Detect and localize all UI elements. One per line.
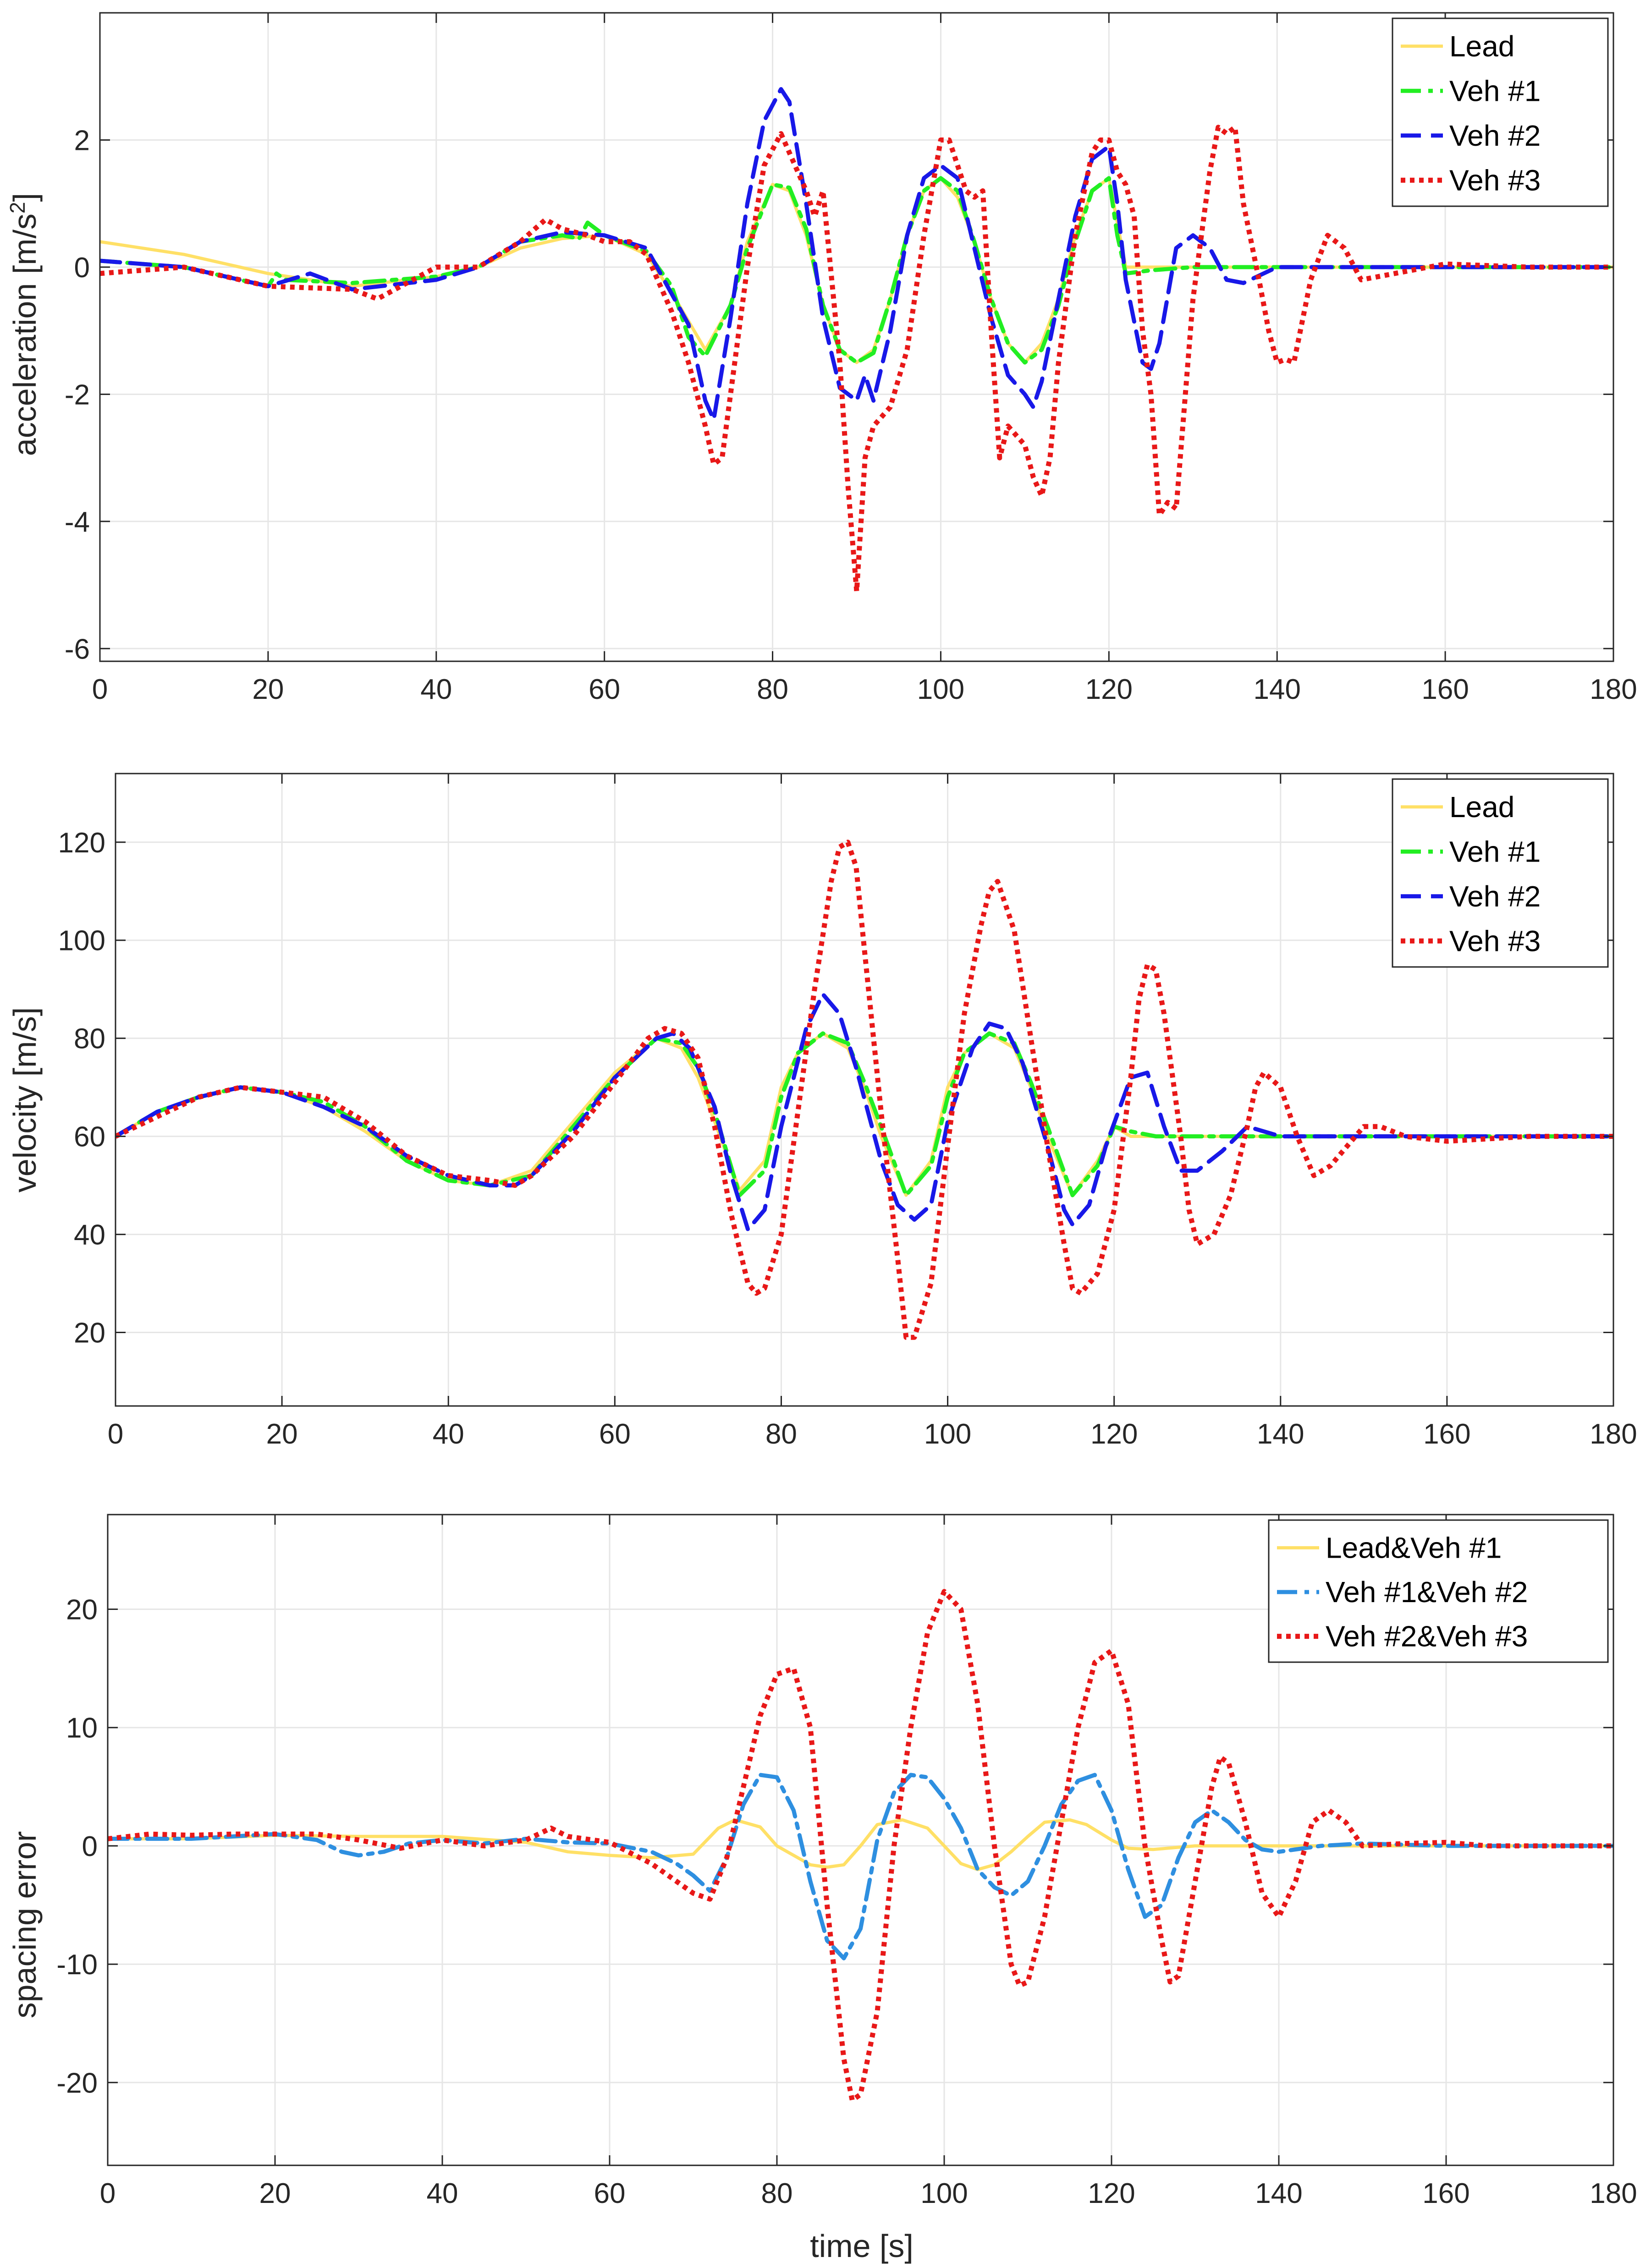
x-tick-label: 100 <box>924 1418 971 1450</box>
y-axis-label-velocity: velocity [m/s] <box>7 1007 43 1193</box>
series-line-veh-2 <box>100 87 1613 422</box>
y-tick-label: 0 <box>74 252 90 284</box>
x-tick-label: 80 <box>765 1418 797 1450</box>
x-tick-label: 160 <box>1423 1418 1470 1450</box>
y-tick-label: 60 <box>74 1121 105 1153</box>
x-tick-label: 80 <box>761 2178 793 2209</box>
series-line-veh-1-veh-2 <box>108 1773 1613 1960</box>
y-tick-label: -2 <box>65 379 90 411</box>
y-tick-label: 0 <box>82 1831 98 1862</box>
y-tick-label: 80 <box>74 1023 105 1055</box>
plot-area <box>100 13 1613 661</box>
axes-frame <box>115 773 1614 1407</box>
series-group <box>116 840 1613 1340</box>
y-tick-label: 20 <box>74 1318 105 1349</box>
x-tick-label: 160 <box>1422 2178 1469 2209</box>
legend-label: Veh #3 <box>1449 924 1541 957</box>
y-tick-label: 10 <box>66 1713 98 1744</box>
legend-label: Lead <box>1449 30 1514 63</box>
legend-label: Veh #2&Veh #3 <box>1326 1620 1528 1653</box>
legend-label: Veh #3 <box>1449 164 1541 197</box>
y-axis-label-acceleration: acceleration [m/s2] <box>6 193 43 456</box>
x-tick-label: 180 <box>1590 2178 1637 2209</box>
series-line-veh-3 <box>100 125 1613 594</box>
x-tick-label: 160 <box>1421 674 1469 705</box>
x-tick-label: 20 <box>266 1418 298 1450</box>
x-tick-label: 20 <box>259 2178 291 2209</box>
chart-panel-1: 0 20 40 60 80 100 120 140 160 180 -6 -4 -2 0 2 Lead Veh … <box>65 12 1637 705</box>
x-tick-label: 60 <box>589 674 620 705</box>
y-tick-label: -6 <box>65 633 90 665</box>
x-tick-label: 180 <box>1590 674 1637 705</box>
chart-panel-3: 0 20 40 60 80 100 120 140 160 180 -20 -10 0 10 20 Lead&… <box>56 1514 1637 2209</box>
y-tick-label: -4 <box>65 506 90 538</box>
y-tick-label: -10 <box>56 1949 98 1981</box>
series-group <box>108 1589 1613 2103</box>
x-tick-label: 40 <box>420 674 452 705</box>
legend-label: Veh #1 <box>1449 835 1541 868</box>
x-tick-label: 100 <box>920 2178 968 2209</box>
axes-frame <box>107 1514 1614 2166</box>
y-tick-label: 120 <box>58 827 105 859</box>
legend-label: Veh #1 <box>1449 74 1541 107</box>
x-tick-label: 100 <box>917 674 964 705</box>
x-tick-label: 0 <box>92 674 108 705</box>
series-line-veh-1 <box>116 1031 1613 1197</box>
y-axis-label-spacing-error: spacing error <box>7 1831 43 2019</box>
x-tick-label: 60 <box>594 2178 626 2209</box>
x-tick-label: 60 <box>599 1418 631 1450</box>
series-line-veh-2 <box>116 992 1613 1232</box>
y-tick-label: 2 <box>74 125 90 156</box>
legend: Lead Veh #1 Veh #2 Veh #3 <box>1392 17 1609 207</box>
legend: Lead&Veh #1 Veh #1&Veh #2 Veh #2&Veh #3 <box>1268 1519 1609 1663</box>
x-tick-label: 140 <box>1255 2178 1302 2209</box>
x-tick-label: 40 <box>433 1418 464 1450</box>
series-group <box>100 87 1613 594</box>
chart-panel-2: 0 20 40 60 80 100 120 140 160 180 20 40 60 80 100 120 Le… <box>58 773 1637 1450</box>
legend-label: Veh #2 <box>1449 880 1541 913</box>
x-tick-label: 140 <box>1257 1418 1304 1450</box>
legend-box <box>1268 1519 1609 1663</box>
x-tick-label: 140 <box>1253 674 1300 705</box>
legend-label: Veh #2 <box>1449 119 1541 152</box>
legend-label: Veh #1&Veh #2 <box>1326 1576 1528 1609</box>
series-line-lead-veh-1 <box>108 1818 1613 1871</box>
legend: Lead Veh #1 Veh #2 Veh #3 <box>1392 778 1609 968</box>
x-tick-label: 40 <box>427 2178 458 2209</box>
legend-box <box>1392 778 1609 968</box>
series-line-veh-2-veh-3 <box>108 1589 1613 2103</box>
x-tick-label: 0 <box>108 1418 123 1450</box>
x-tick-label: 20 <box>252 674 284 705</box>
y-tick-label: 100 <box>58 925 105 957</box>
y-tick-label: -20 <box>56 2067 98 2099</box>
x-tick-label: 0 <box>100 2178 116 2209</box>
x-tick-label: 120 <box>1085 674 1133 705</box>
legend-label: Lead&Veh #1 <box>1326 1531 1502 1564</box>
x-tick-label: 120 <box>1090 1418 1138 1450</box>
legend-label: Lead <box>1449 791 1514 824</box>
y-tick-label: 40 <box>74 1219 105 1251</box>
x-axis-label-time: time [s] <box>810 2228 914 2264</box>
y-tick-label: 20 <box>66 1594 98 1626</box>
x-tick-label: 120 <box>1088 2178 1135 2209</box>
legend-box <box>1392 17 1609 207</box>
x-tick-label: 180 <box>1590 1418 1637 1450</box>
x-tick-label: 80 <box>757 674 788 705</box>
axes-frame <box>99 12 1614 662</box>
